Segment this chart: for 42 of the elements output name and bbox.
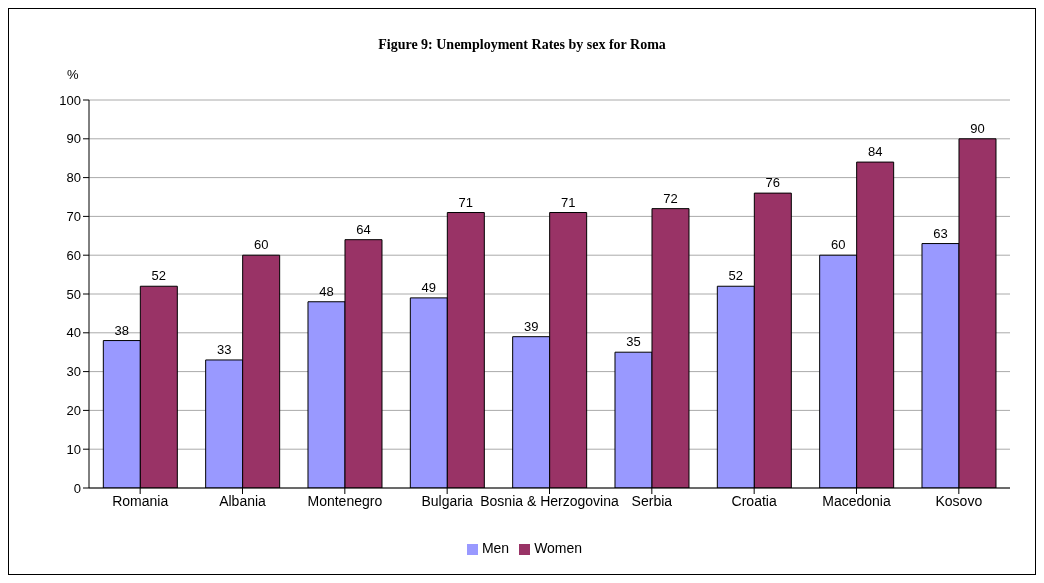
y-tick-label: 90 [66,131,81,147]
data-label: 60 [830,237,846,253]
y-tick-label: 50 [66,286,81,302]
y-tick-label: 20 [66,403,81,419]
x-tick-label: Croatia [731,492,777,509]
data-label: 84 [867,144,883,160]
x-tick-label: Bosnia & Herzogovina [480,492,619,509]
data-label: 39 [523,318,539,334]
y-tick-label: 0 [73,480,81,496]
y-axis-title: % [67,67,79,82]
x-tick-label: Macedonia [822,492,891,509]
data-label: 52 [151,268,167,284]
y-tick-label: 60 [66,247,81,263]
data-label: 33 [216,341,232,357]
x-tick-label: Serbia [631,492,673,509]
data-label: 64 [356,221,371,237]
data-label: 76 [765,175,781,191]
legend-label: Women [534,540,583,556]
chart-title: Figure 9: Unemployment Rates by sex for Roma [377,37,667,53]
y-tick-label: 30 [66,364,81,380]
x-tick-label: Kosovo [935,492,983,509]
x-tick-label: Romania [112,492,169,509]
data-label: 71 [560,194,576,210]
x-tick-label: Montenegro [307,492,383,509]
data-label: 48 [319,283,334,299]
data-label: 63 [933,225,948,241]
data-label: 90 [970,120,985,136]
x-tick-label: Bulgaria [421,492,474,509]
data-label: 49 [421,279,437,295]
y-tick-label: 80 [66,170,81,186]
data-label: 72 [663,190,678,206]
legend-label: Men [481,540,510,556]
y-tick-label: 70 [66,209,81,225]
y-tick-label: 40 [66,325,81,341]
y-tick-label: 100 [59,92,81,108]
data-label: 52 [728,268,744,284]
data-label: 38 [114,322,130,338]
data-label: 60 [253,237,269,253]
x-tick-label: Albania [219,492,267,509]
data-label: 35 [626,334,641,350]
data-label: 71 [458,194,474,210]
y-tick-label: 10 [66,441,81,457]
